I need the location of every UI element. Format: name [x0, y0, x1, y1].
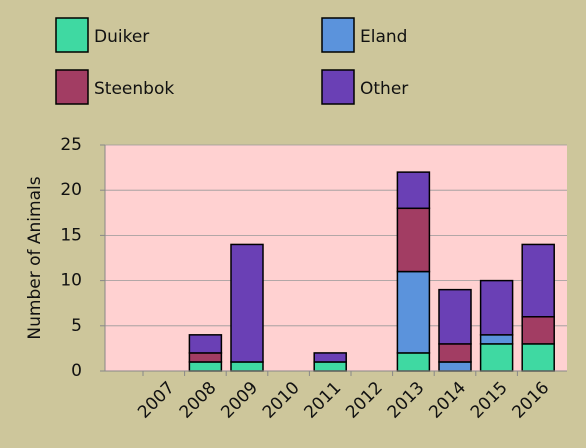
bar-segment	[438, 288, 472, 345]
bar-segment	[188, 361, 223, 372]
y-tick-label: 20	[60, 180, 82, 200]
bar-segment	[479, 343, 514, 372]
y-tick-label: 25	[60, 135, 82, 155]
bar-segment	[521, 316, 555, 345]
bar-segment	[230, 361, 264, 372]
bar-segment	[313, 352, 347, 363]
bar-segment	[438, 361, 472, 372]
legend-label: Other	[360, 79, 408, 99]
legend-swatch	[321, 17, 355, 53]
y-axis-label: Number of Animals	[25, 176, 45, 339]
bar-segment	[188, 334, 223, 354]
bar-segment	[521, 243, 555, 318]
y-tick-label: 15	[60, 225, 82, 245]
legend-swatch	[55, 69, 89, 105]
bar-segment	[396, 171, 431, 210]
legend-label: Eland	[360, 27, 407, 47]
bar-segment	[396, 207, 431, 273]
legend-label: Duiker	[94, 27, 149, 47]
y-tick-label: 10	[60, 271, 82, 291]
y-tick-label: 5	[71, 316, 82, 336]
bar-segment	[396, 352, 431, 372]
bar-segment	[188, 352, 223, 363]
bar-segment	[313, 361, 347, 372]
bar-segment	[521, 343, 555, 372]
bar-segment	[396, 270, 431, 354]
legend-swatch	[55, 17, 89, 53]
y-tick-label: 0	[71, 361, 82, 381]
bar-segment	[438, 343, 472, 363]
bar-segment	[230, 243, 264, 363]
legend-swatch	[321, 69, 355, 105]
bar-segment	[479, 279, 514, 336]
legend-label: Steenbok	[94, 79, 174, 99]
bar-segment	[479, 334, 514, 345]
